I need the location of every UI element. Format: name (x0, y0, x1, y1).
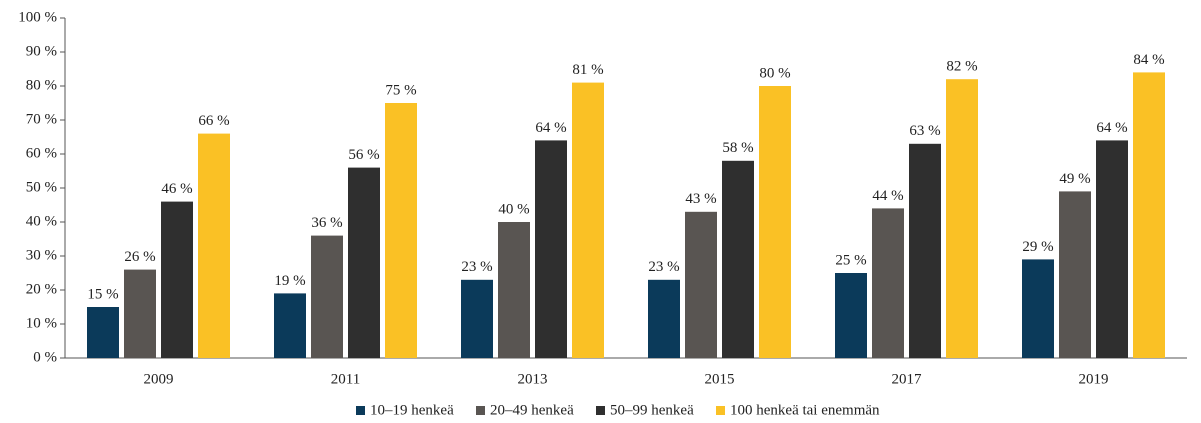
bar (685, 211, 717, 358)
y-tick-label: 100 % (18, 9, 57, 25)
bar (1022, 259, 1054, 358)
value-label: 63 % (909, 123, 940, 139)
y-tick-label: 60 % (26, 145, 57, 161)
value-label: 80 % (759, 65, 790, 81)
x-tick-label: 2013 (518, 371, 548, 387)
bar (385, 103, 417, 358)
value-label: 46 % (161, 181, 192, 197)
legend-swatch (356, 406, 365, 415)
value-label: 19 % (274, 273, 305, 289)
y-tick-label: 10 % (26, 315, 57, 331)
bar (161, 201, 193, 358)
value-label: 44 % (872, 188, 903, 204)
value-label: 64 % (1096, 120, 1127, 136)
bar (198, 133, 230, 358)
value-label: 43 % (685, 191, 716, 207)
bar (648, 279, 680, 358)
value-label: 56 % (348, 147, 379, 163)
value-label: 75 % (385, 82, 416, 98)
value-label: 84 % (1133, 52, 1164, 68)
x-tick-label: 2019 (1079, 371, 1109, 387)
y-tick-label: 80 % (26, 77, 57, 93)
value-label: 66 % (198, 113, 229, 129)
bar (1059, 191, 1091, 358)
bar (348, 167, 380, 358)
y-tick-label: 20 % (26, 281, 57, 297)
value-label: 58 % (722, 140, 753, 156)
legend-label: 20–49 henkeä (490, 402, 574, 418)
legend-swatch (716, 406, 725, 415)
value-label: 82 % (946, 59, 977, 75)
y-tick-label: 40 % (26, 213, 57, 229)
bar (872, 208, 904, 358)
legend-swatch (596, 406, 605, 415)
value-label: 81 % (572, 62, 603, 78)
bar (759, 86, 791, 358)
y-tick-label: 50 % (26, 179, 57, 195)
bar (274, 293, 306, 358)
value-label: 23 % (461, 259, 492, 275)
bar (946, 79, 978, 358)
bar (572, 82, 604, 358)
legend-label: 10–19 henkeä (370, 402, 454, 418)
bar (722, 160, 754, 358)
x-tick-label: 2015 (705, 371, 735, 387)
value-label: 49 % (1059, 171, 1090, 187)
y-tick-label: 90 % (26, 43, 57, 59)
value-label: 40 % (498, 201, 529, 217)
bar (461, 279, 493, 358)
y-tick-label: 30 % (26, 247, 57, 263)
value-label: 25 % (835, 252, 866, 268)
bar (498, 222, 530, 358)
bar (87, 307, 119, 358)
bar (124, 269, 156, 358)
y-tick-label: 70 % (26, 111, 57, 127)
bar (835, 273, 867, 358)
y-tick-label: 0 % (33, 349, 57, 365)
bar (1096, 140, 1128, 358)
value-label: 26 % (124, 249, 155, 265)
x-tick-label: 2011 (331, 371, 360, 387)
bar (909, 143, 941, 358)
value-label: 29 % (1022, 239, 1053, 255)
x-tick-label: 2009 (144, 371, 174, 387)
value-label: 23 % (648, 259, 679, 275)
bar (535, 140, 567, 358)
bar (311, 235, 343, 358)
value-label: 15 % (87, 286, 118, 302)
legend-label: 100 henkeä tai enemmän (730, 402, 880, 418)
value-label: 36 % (311, 215, 342, 231)
legend-swatch (476, 406, 485, 415)
bar (1133, 72, 1165, 359)
x-tick-label: 2017 (892, 371, 923, 387)
value-label: 64 % (535, 120, 566, 136)
legend-label: 50–99 henkeä (610, 402, 694, 418)
